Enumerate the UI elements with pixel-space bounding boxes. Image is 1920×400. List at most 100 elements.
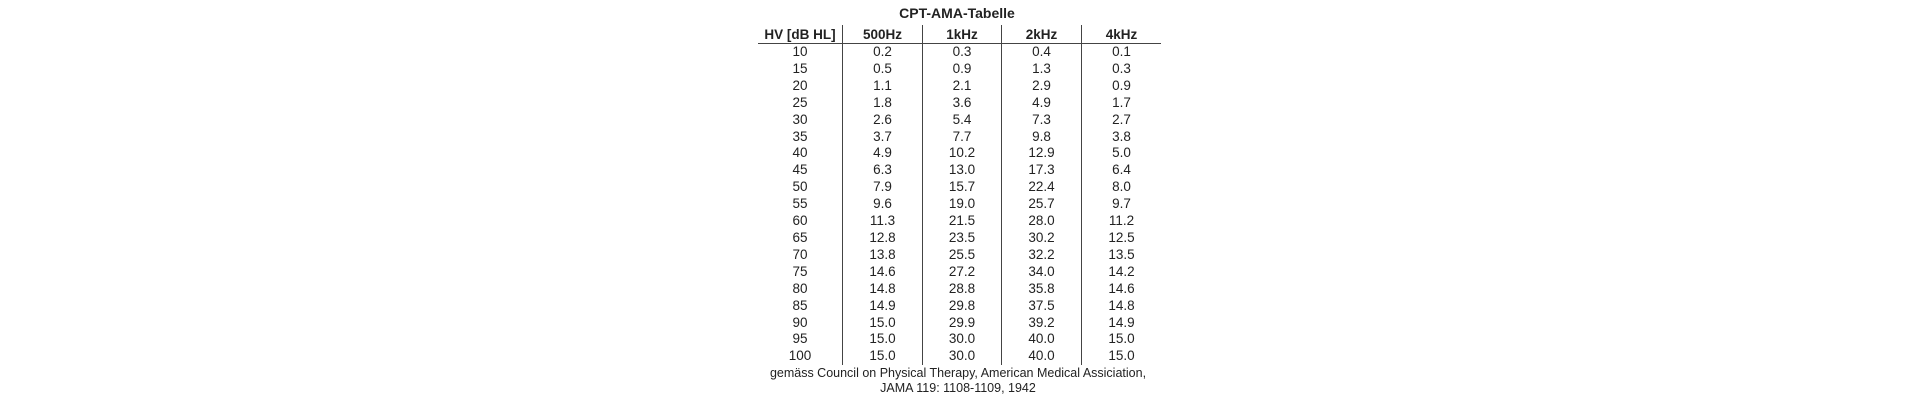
value-cell: 0.9 [922, 60, 1002, 78]
value-cell: 28.0 [1001, 213, 1082, 230]
value-cell: 28.8 [922, 280, 1002, 298]
table-row: 45 6.3 13.0 17.3 6.4 [758, 162, 1161, 180]
table-row: 100 15.0 30.0 40.0 15.0 [758, 348, 1161, 366]
value-cell: 32.2 [1001, 246, 1082, 264]
column-header: 4kHz [1081, 25, 1161, 44]
value-cell: 35.8 [1001, 280, 1082, 298]
table-title: CPT-AMA-Tabelle [899, 5, 1015, 21]
value-cell: 14.8 [842, 280, 923, 298]
value-cell: 15.7 [922, 179, 1002, 197]
column-header: 1kHz [922, 25, 1002, 44]
table-row: 85 14.9 29.8 37.5 14.8 [758, 297, 1161, 315]
column-header: HV [dB HL] [758, 25, 843, 44]
hearing-loss-cell: 65 [792, 229, 808, 245]
value-cell: 15.0 [842, 314, 923, 332]
value-cell: 21.5 [922, 213, 1002, 230]
value-cell: 2.1 [922, 77, 1002, 95]
table-row: 55 9.6 19.0 25.7 9.7 [758, 196, 1161, 214]
value-cell: 11.3 [842, 213, 923, 230]
value-cell: 7.9 [842, 179, 923, 197]
value-cell: 3.8 [1081, 128, 1161, 146]
value-cell: 34.0 [1001, 263, 1082, 281]
table-row: 50 7.9 15.7 22.4 8.0 [758, 179, 1161, 197]
hearing-loss-cell: 25 [792, 94, 808, 110]
hearing-loss-cell: 40 [792, 145, 808, 161]
hearing-loss-cell: 70 [792, 246, 808, 262]
table-row: 60 11.3 21.5 28.0 11.2 [758, 213, 1161, 230]
hearing-loss-cell: 20 [792, 77, 808, 93]
value-cell: 25.7 [1001, 196, 1082, 214]
hearing-loss-cell: 50 [792, 179, 808, 195]
value-cell: 30.0 [922, 348, 1002, 366]
cpt-ama-table: HV [dB HL] 500Hz 1kHz 2kHz 4kHz 10 0.2 0.3 0.4 0… [758, 25, 1161, 366]
hearing-loss-cell: 10 [792, 44, 808, 59]
value-cell: 7.7 [922, 128, 1002, 146]
value-cell: 1.7 [1081, 94, 1161, 112]
value-cell: 11.2 [1081, 213, 1161, 230]
value-cell: 5.0 [1081, 145, 1161, 163]
value-cell: 12.9 [1001, 145, 1082, 163]
value-cell: 2.7 [1081, 111, 1161, 129]
value-cell: 13.0 [922, 162, 1002, 180]
hearing-loss-cell: 95 [792, 331, 808, 347]
value-cell: 7.3 [1001, 111, 1082, 129]
table-row: 35 3.7 7.7 9.8 3.8 [758, 128, 1161, 146]
value-cell: 14.6 [842, 263, 923, 281]
value-cell: 1.1 [842, 77, 923, 95]
hearing-loss-cell: 55 [792, 196, 808, 212]
value-cell: 25.5 [922, 246, 1002, 264]
table-row: 95 15.0 30.0 40.0 15.0 [758, 331, 1161, 349]
value-cell: 37.5 [1001, 297, 1082, 315]
table-row: 75 14.6 27.2 34.0 14.2 [758, 263, 1161, 281]
value-cell: 17.3 [1001, 162, 1082, 180]
value-cell: 14.8 [1081, 297, 1161, 315]
value-cell: 40.0 [1001, 331, 1082, 349]
column-header: 2kHz [1001, 25, 1082, 44]
hearing-loss-cell: 75 [792, 263, 808, 279]
value-cell: 0.9 [1081, 77, 1161, 95]
column-header: 500Hz [842, 25, 923, 44]
hearing-loss-cell: 30 [792, 111, 808, 127]
table-row: 25 1.8 3.6 4.9 1.7 [758, 94, 1161, 112]
value-cell: 12.8 [842, 229, 923, 247]
value-cell: 4.9 [842, 145, 923, 163]
source-line-2: JAMA 119: 1108-1109, 1942 [880, 381, 1036, 395]
value-cell: 0.2 [842, 43, 923, 61]
value-cell: 6.3 [842, 162, 923, 180]
value-cell: 5.4 [922, 111, 1002, 129]
source-note: gemäss Council on Physical Therapy, Amer… [700, 366, 1216, 396]
source-line-1: gemäss Council on Physical Therapy, Amer… [769, 366, 1147, 380]
value-cell: 2.6 [842, 111, 923, 129]
value-cell: 29.9 [922, 314, 1002, 332]
hearing-loss-cell: 80 [792, 280, 808, 296]
table-row: 15 0.5 0.9 1.3 0.3 [758, 60, 1161, 78]
value-cell: 13.8 [842, 246, 923, 264]
value-cell: 13.5 [1081, 246, 1161, 264]
table-body: 10 0.2 0.3 0.4 0.1 15 0.5 0.9 1.3 0.3 20 1.1 2.1 2.9 0… [758, 43, 1161, 366]
value-cell: 0.1 [1081, 43, 1161, 61]
value-cell: 14.9 [842, 297, 923, 315]
header-row: HV [dB HL] 500Hz 1kHz 2kHz 4kHz [758, 25, 1161, 44]
value-cell: 0.3 [922, 43, 1002, 61]
value-cell: 39.2 [1001, 314, 1082, 332]
hearing-loss-cell: 85 [792, 297, 808, 313]
value-cell: 15.0 [1081, 348, 1161, 366]
table-row: 70 13.8 25.5 32.2 13.5 [758, 246, 1161, 264]
hearing-loss-cell: 60 [792, 213, 808, 229]
value-cell: 14.2 [1081, 263, 1161, 281]
value-cell: 9.8 [1001, 128, 1082, 146]
value-cell: 40.0 [1001, 348, 1082, 366]
value-cell: 19.0 [922, 196, 1002, 214]
value-cell: 0.5 [842, 60, 923, 78]
hearing-loss-cell: 90 [792, 314, 808, 330]
value-cell: 15.0 [842, 348, 923, 366]
table-row: 80 14.8 28.8 35.8 14.6 [758, 280, 1161, 298]
hearing-loss-cell: 35 [792, 128, 808, 144]
value-cell: 4.9 [1001, 94, 1082, 112]
value-cell: 8.0 [1081, 179, 1161, 197]
value-cell: 22.4 [1001, 179, 1082, 197]
value-cell: 10.2 [922, 145, 1002, 163]
table-row: 90 15.0 29.9 39.2 14.9 [758, 314, 1161, 332]
value-cell: 12.5 [1081, 229, 1161, 247]
value-cell: 30.0 [922, 331, 1002, 349]
